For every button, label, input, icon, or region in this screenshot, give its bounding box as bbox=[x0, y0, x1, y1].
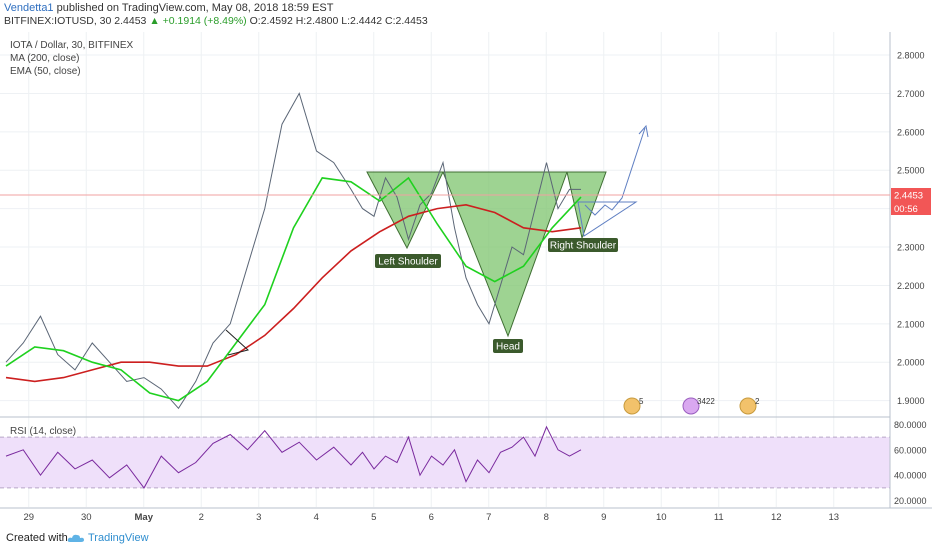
time-tick-label: 7 bbox=[486, 512, 491, 523]
symmetrical-triangle-drawing bbox=[577, 201, 638, 237]
event-marker-2[interactable]: 3422 bbox=[682, 397, 715, 415]
event-marker-1-text: 5 bbox=[639, 397, 644, 406]
time-tick-label: 12 bbox=[771, 512, 782, 523]
event-marker-3-text: 2 bbox=[755, 397, 760, 406]
time-tick-label: 13 bbox=[828, 512, 839, 523]
last-price-tag: 2.4453 bbox=[891, 188, 931, 202]
time-tick-label: 5 bbox=[371, 512, 376, 523]
author-link[interactable]: Vendetta1 bbox=[4, 2, 54, 14]
left-shoulder-text: Left Shoulder bbox=[378, 257, 438, 268]
head-triangle bbox=[442, 171, 568, 338]
time-tick-label: 4 bbox=[314, 512, 319, 523]
event-marker-1[interactable]: 5 bbox=[623, 397, 644, 415]
main-grid bbox=[0, 32, 890, 507]
series-title: IOTA / Dollar, 30, BITFINEX bbox=[10, 40, 134, 51]
countdown-tag: 00:56 bbox=[891, 202, 931, 215]
time-tick-label: May bbox=[135, 512, 154, 523]
ma-200-line bbox=[5, 203, 582, 383]
tradingview-brand[interactable]: TradingView bbox=[88, 532, 149, 544]
rsi-legend[interactable]: RSI (14, close) bbox=[10, 426, 77, 437]
left-shoulder-label: Left Shoulder bbox=[375, 254, 441, 268]
time-tick-label: 29 bbox=[23, 512, 34, 523]
price-tick-label: 2.5000 bbox=[897, 166, 925, 176]
price-change: ▲ +0.1914 (+8.49%) bbox=[149, 15, 247, 27]
event-marker-2-text: 3422 bbox=[697, 397, 715, 406]
rsi-axis: 80.0000 60.0000 40.0000 20.0000 bbox=[894, 420, 927, 506]
head-text: Head bbox=[496, 342, 520, 353]
footer: Created with TradingView bbox=[0, 527, 932, 550]
price-tick-label: 2.7000 bbox=[897, 89, 925, 99]
right-shoulder-text: Right Shoulder bbox=[550, 241, 617, 252]
last-price-text: 2.4453 bbox=[894, 191, 923, 202]
symbol-info: BITFINEX:IOTUSD, 30 2.4453 bbox=[4, 15, 147, 27]
ema-50-line bbox=[5, 176, 582, 402]
price-tick-label: 2.6000 bbox=[897, 127, 925, 137]
rsi-tick-label: 60.0000 bbox=[894, 445, 927, 455]
time-tick-label: 3 bbox=[256, 512, 261, 523]
head-label: Head bbox=[493, 339, 523, 353]
price-tick-label: 1.9000 bbox=[897, 396, 925, 406]
right-shoulder-label: Right Shoulder bbox=[548, 238, 618, 252]
tradingview-cloud-icon bbox=[67, 534, 84, 542]
publish-info: published on TradingView.com, May 08, 20… bbox=[53, 2, 334, 14]
time-tick-label: 11 bbox=[714, 512, 724, 523]
price-tick-label: 2.2000 bbox=[897, 281, 925, 291]
head-and-shoulders-pattern bbox=[366, 171, 607, 338]
time-tick-label: 30 bbox=[81, 512, 92, 523]
time-tick-label: 6 bbox=[429, 512, 434, 523]
time-tick-label: 2 bbox=[199, 512, 204, 523]
price-tick-label: 2.1000 bbox=[897, 319, 925, 329]
small-wedge-drawing bbox=[225, 329, 250, 356]
projection-arrow-head bbox=[638, 124, 649, 138]
price-tick-label: 2.8000 bbox=[897, 51, 925, 61]
symbol-line: BITFINEX:IOTUSD, 30 2.4453 ▲ +0.1914 (+8… bbox=[4, 15, 428, 27]
price-series-line bbox=[5, 92, 581, 410]
time-tick-label: 8 bbox=[544, 512, 549, 523]
time-tick-label: 9 bbox=[601, 512, 606, 523]
time-tick-label: 10 bbox=[656, 512, 667, 523]
price-tick-label: 2.3000 bbox=[897, 243, 925, 253]
main-pane bbox=[0, 32, 890, 416]
ema-legend[interactable]: EMA (50, close) bbox=[10, 66, 81, 77]
rsi-tick-label: 80.0000 bbox=[894, 420, 927, 430]
rsi-grid bbox=[0, 436, 890, 489]
event-marker-3[interactable]: 2 bbox=[739, 397, 760, 415]
rsi-tick-label: 40.0000 bbox=[894, 471, 927, 481]
projection-arrow-line bbox=[584, 127, 646, 216]
ma-legend[interactable]: MA (200, close) bbox=[10, 53, 80, 64]
price-axis: 2.80002.70002.60002.50002.40002.30002.20… bbox=[897, 51, 925, 407]
rsi-tick-label: 20.0000 bbox=[894, 496, 927, 506]
left-shoulder-triangle bbox=[366, 171, 444, 250]
countdown-text: 00:56 bbox=[894, 204, 918, 215]
price-tick-label: 2.0000 bbox=[897, 358, 925, 368]
rsi-line bbox=[5, 425, 582, 489]
publish-line: Vendetta1 published on TradingView.com, … bbox=[4, 2, 333, 14]
time-axis: 29 30 May 2 3 4 5 6 7 8 9 10 11 12 13 bbox=[23, 512, 839, 523]
created-with-text: Created with bbox=[6, 532, 68, 544]
ohlc-values: O:2.4592 H:2.4800 L:2.4442 C:2.4453 bbox=[249, 15, 428, 27]
